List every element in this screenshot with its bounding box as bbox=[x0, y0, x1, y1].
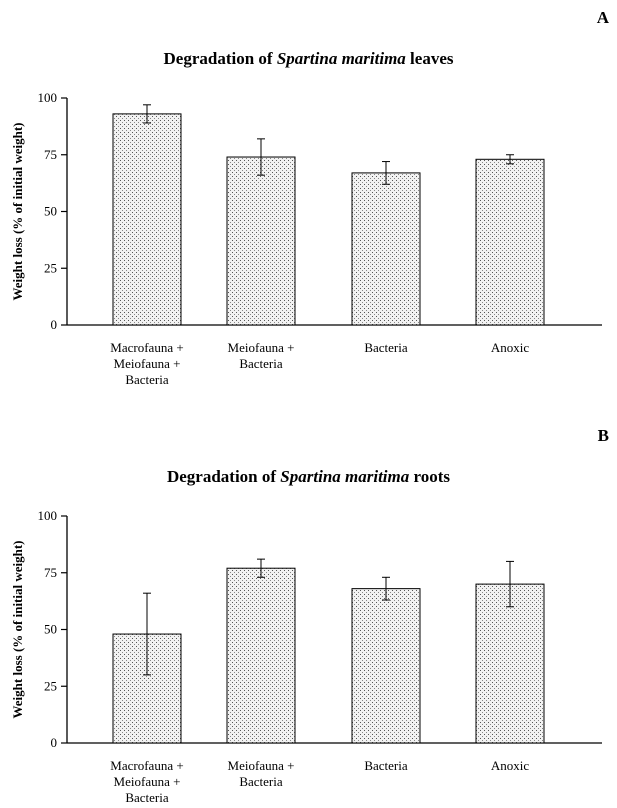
bar bbox=[226, 567, 296, 744]
y-tick-label: 25 bbox=[44, 678, 57, 693]
bar bbox=[475, 583, 545, 744]
y-tick-label: 75 bbox=[44, 147, 57, 162]
chart-title: Degradation of Spartina maritima roots bbox=[0, 467, 617, 487]
x-tick-label: Macrofauna + Meiofauna + Bacteria bbox=[110, 758, 183, 805]
y-tick-label: 50 bbox=[44, 204, 57, 219]
x-tick-label: Bacteria bbox=[364, 758, 408, 773]
x-tick-label: Bacteria bbox=[364, 340, 408, 355]
x-tick-label: Anoxic bbox=[491, 758, 530, 773]
y-axis-label: Weight loss (% of initial weight) bbox=[10, 540, 25, 718]
y-tick-label: 50 bbox=[44, 622, 57, 637]
panel-label: B bbox=[597, 426, 609, 445]
bar bbox=[475, 158, 545, 326]
bar bbox=[226, 156, 296, 326]
bar bbox=[351, 172, 421, 326]
y-tick-label: 100 bbox=[38, 508, 58, 523]
x-tick-label: Anoxic bbox=[491, 340, 530, 355]
y-tick-label: 100 bbox=[38, 90, 58, 105]
title-suffix: roots bbox=[409, 467, 451, 486]
y-tick-label: 0 bbox=[51, 317, 58, 332]
bar-chart-leaves: 0 25 50 75 100 Weight loss (% of initial weig… bbox=[10, 90, 602, 387]
chart-panel-a: A Degradation of Spartina maritima leave… bbox=[0, 0, 617, 400]
x-tick-label: Macrofauna + Meiofauna + Bacteria bbox=[110, 340, 183, 387]
chart-title: Degradation of Spartina maritima leaves bbox=[0, 49, 617, 69]
y-tick-label: 75 bbox=[44, 565, 57, 580]
panel-label: A bbox=[596, 8, 609, 27]
title-prefix: Degradation of bbox=[163, 49, 277, 68]
title-prefix: Degradation of bbox=[166, 467, 281, 486]
y-tick-label: 0 bbox=[51, 735, 58, 750]
bar bbox=[351, 588, 421, 744]
title-italic: Spartina maritima bbox=[276, 49, 406, 68]
x-tick-label: Meiofauna + Bacteria bbox=[228, 340, 295, 371]
chart-panel-b: B Degradation of Spartina maritima roots… bbox=[0, 418, 617, 808]
x-tick-label: Meiofauna + Bacteria bbox=[228, 758, 295, 789]
title-suffix: leaves bbox=[405, 49, 454, 68]
y-tick-label: 25 bbox=[44, 260, 57, 275]
title-italic: Spartina maritima bbox=[280, 467, 410, 486]
bar-chart-roots: 0 25 50 75 100 Weight loss (% of initial weig… bbox=[10, 508, 602, 805]
y-axis-label: Weight loss (% of initial weight) bbox=[10, 122, 25, 300]
bar bbox=[112, 113, 182, 326]
